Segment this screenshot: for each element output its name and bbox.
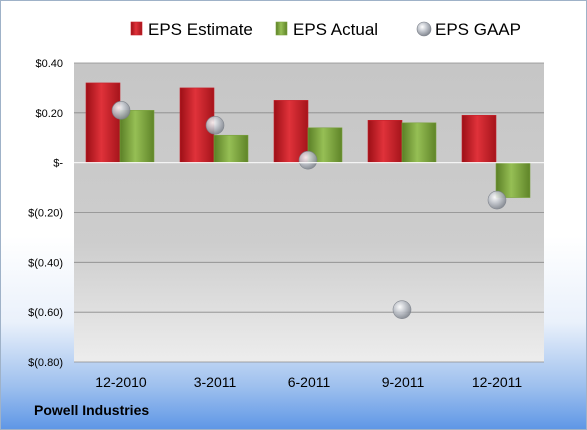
x-tick-label: 12-2011 (472, 374, 523, 390)
x-axis: 12-2010 3-2011 6-2011 9-2011 12-2011 (95, 374, 522, 390)
bar-eps-estimate (85, 82, 121, 163)
y-tick-label: $0.40 (35, 58, 63, 70)
bar-eps-actual (495, 162, 531, 198)
bar-eps-estimate (273, 100, 309, 163)
y-tick-label: $(0.40) (28, 257, 63, 269)
point-eps-gaap (392, 300, 412, 319)
bar-eps-actual (401, 122, 437, 163)
legend-label: EPS Actual (293, 20, 378, 39)
legend-swatch (416, 21, 432, 37)
legend-label: EPS Estimate (148, 20, 253, 39)
y-tick-label: $(0.20) (28, 208, 63, 220)
y-tick-label: $- (53, 158, 63, 170)
legend-swatch (275, 21, 288, 36)
y-tick-label: $(0.80) (28, 357, 63, 369)
x-tick-label: 6-2011 (288, 374, 331, 390)
gaap-points (111, 101, 507, 319)
bar-eps-estimate (367, 120, 403, 163)
legend-label: EPS GAAP (435, 20, 521, 39)
bar-eps-actual (213, 134, 249, 163)
x-tick-label: 12-2010 (95, 374, 147, 390)
legend-swatch (130, 21, 143, 36)
legend: EPS Estimate EPS Actual EPS GAAP (130, 20, 521, 39)
point-eps-gaap (487, 190, 507, 210)
company-name: Powell Industries (34, 402, 150, 418)
point-eps-gaap (111, 101, 131, 120)
x-tick-label: 9-2011 (382, 374, 425, 390)
point-eps-gaap (205, 115, 225, 135)
y-tick-label: $0.20 (35, 108, 63, 120)
bar-eps-estimate (461, 115, 497, 163)
point-eps-gaap (298, 150, 318, 170)
x-tick-label: 3-2011 (194, 374, 237, 390)
y-tick-label: $(0.60) (28, 307, 63, 319)
bar-eps-actual (119, 110, 155, 163)
y-axis: $0.40 $0.20 $- $(0.20) $(0.40) $(0.60) $(0.80) (28, 58, 63, 369)
